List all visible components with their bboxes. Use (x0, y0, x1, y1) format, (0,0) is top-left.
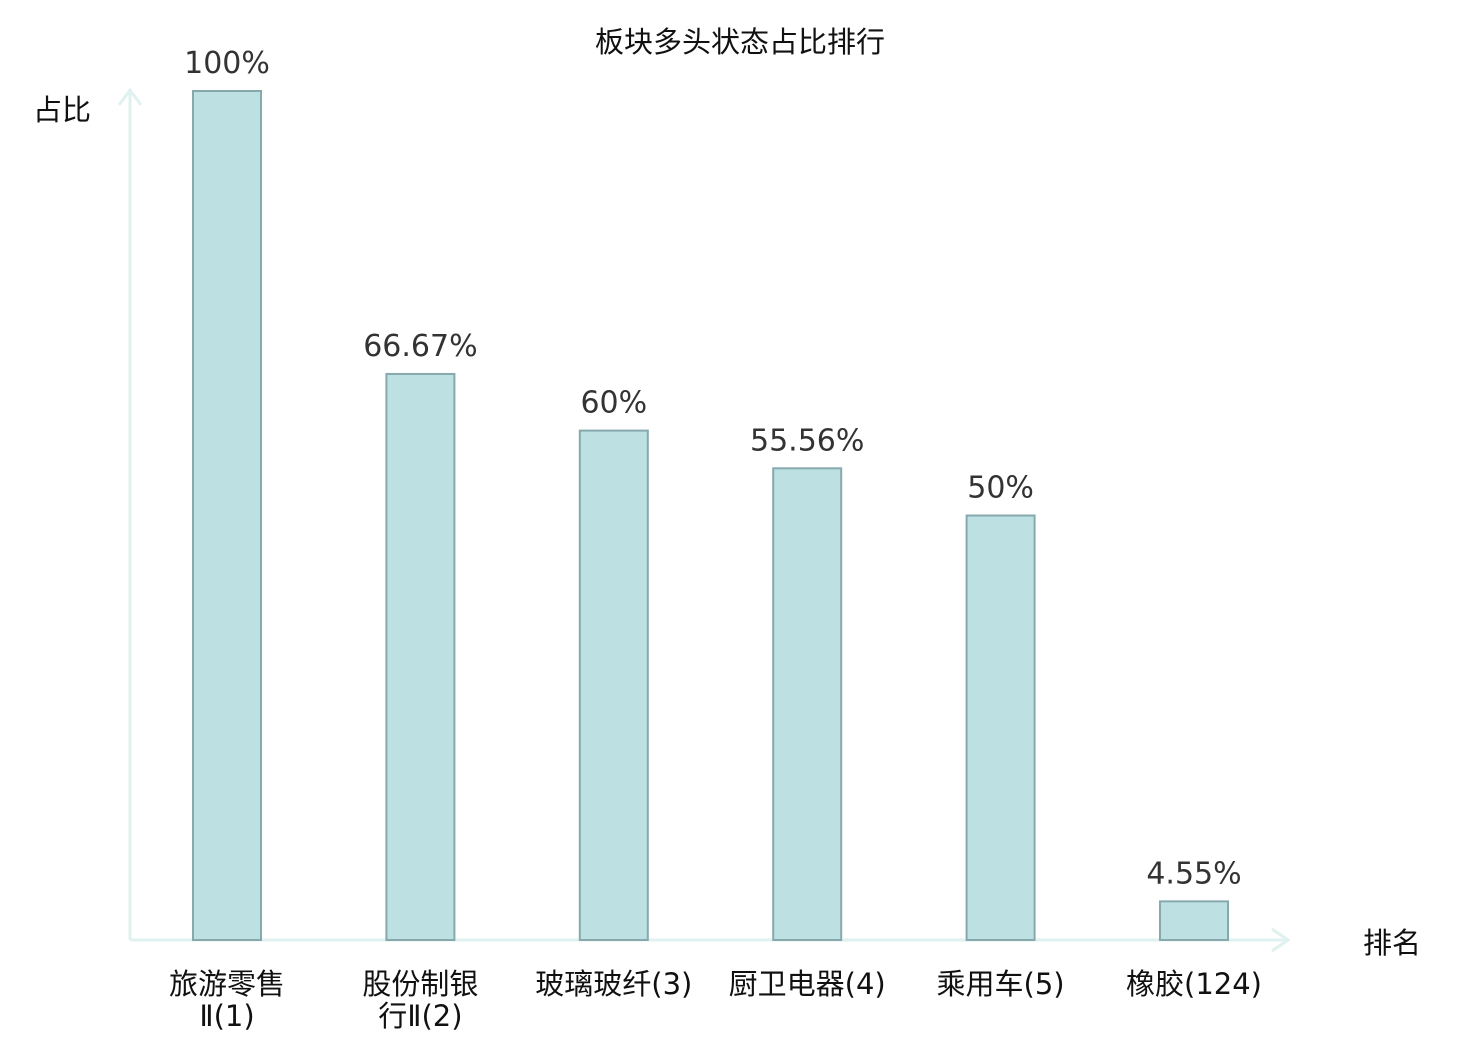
value-label-4: 55.56% (750, 423, 864, 458)
bar-1 (192, 90, 262, 941)
bar-3 (578, 429, 649, 941)
value-label-2: 66.67% (363, 329, 477, 364)
category-label-1-line-1: 旅游零售 (169, 967, 285, 1001)
value-label-3: 60% (580, 386, 647, 421)
y-axis-label: 占比 (33, 93, 91, 127)
value-label-6: 4.55% (1146, 856, 1241, 891)
category-label-3: 玻璃玻纤(3) (535, 967, 692, 1001)
category-label-1-line-2: Ⅱ(1) (199, 999, 254, 1033)
bar-5 (965, 514, 1036, 941)
value-label-5: 50% (967, 471, 1034, 506)
bar-6 (1159, 900, 1229, 941)
category-label-6: 橡胶(124) (1126, 967, 1262, 1001)
value-label-1: 100% (184, 46, 270, 81)
chart-title: 板块多头状态占比排行 (595, 25, 885, 59)
category-label-4: 厨卫电器(4) (729, 967, 886, 1001)
bar-2 (385, 372, 456, 942)
x-axis-label: 排名 (1363, 926, 1421, 960)
y-axis-arrow-icon (117, 87, 143, 106)
x-axis-arrow-icon (1271, 927, 1291, 953)
category-label-2-line-2: 行Ⅱ(2) (378, 999, 462, 1033)
category-label-2-line-1: 股份制银 (362, 967, 478, 1001)
bar-4 (772, 467, 843, 941)
category-label-5: 乘用车(5) (937, 967, 1065, 1001)
